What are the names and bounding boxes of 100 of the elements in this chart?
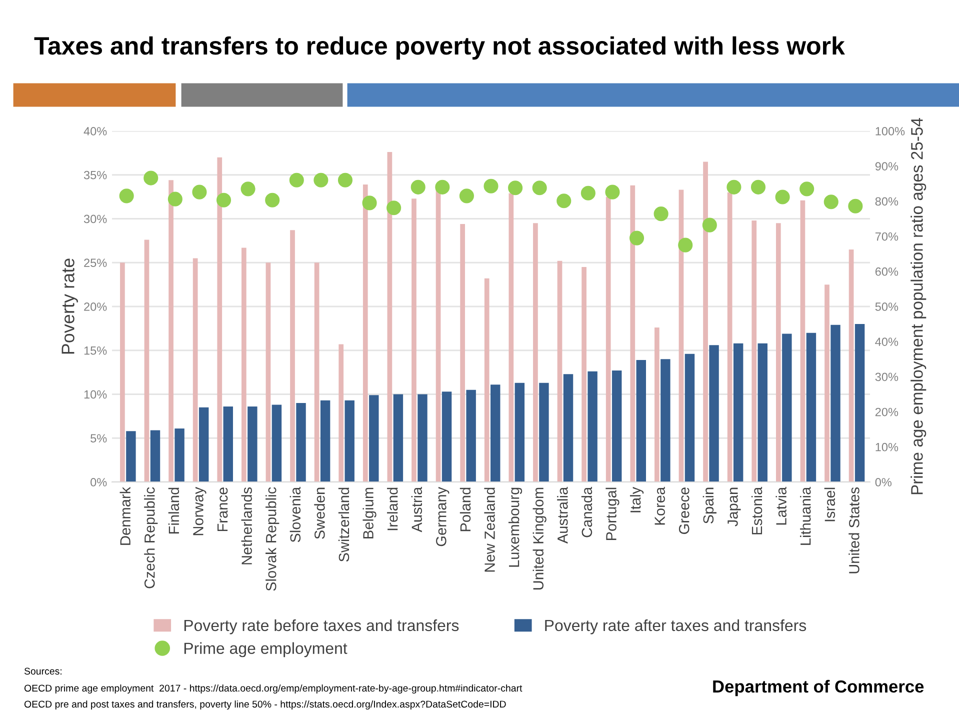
bar <box>344 400 354 482</box>
y2-tick-label: 20% <box>875 408 898 416</box>
point <box>362 196 377 210</box>
bar <box>776 223 781 482</box>
y2-tick-label: 0% <box>875 478 892 486</box>
bar <box>362 184 368 482</box>
bar <box>126 431 136 482</box>
bar <box>290 230 295 482</box>
y-tick-label: 35% <box>84 170 107 180</box>
x-tick-label: Finland <box>168 488 180 534</box>
bar <box>266 262 271 482</box>
point <box>265 192 280 208</box>
y2-tick-label: 10% <box>876 442 898 452</box>
bar <box>806 332 816 482</box>
chart-title: Taxes and transfers to reduce poverty not associated with less work <box>34 36 845 60</box>
x-tick-label: Australia <box>557 486 568 544</box>
y2-tick-label: 50% <box>875 302 898 311</box>
text: OECD prime age employment 2017 - https://data.oecd.org/emp/employment-rate-by-age-group.htm#indicator-chart <box>24 684 522 694</box>
x-tick-label: France <box>217 488 228 532</box>
bar <box>533 223 538 482</box>
y2-tick-label: 90% <box>875 162 898 170</box>
x-tick-label: Greece <box>678 488 690 534</box>
y2-tick-label: 100% <box>876 127 905 136</box>
point <box>824 194 838 210</box>
text: Department of Commerce <box>713 680 924 696</box>
y-tick-label: 40% <box>84 127 107 136</box>
point <box>580 186 596 200</box>
x-tick-label: Canada <box>581 486 592 538</box>
bar <box>854 324 865 482</box>
bar <box>241 248 246 482</box>
point <box>848 198 863 214</box>
bar <box>582 267 586 482</box>
x-tick-label: Slovenia <box>290 486 301 542</box>
bar <box>223 406 233 482</box>
bar <box>752 220 757 482</box>
bar <box>733 343 744 482</box>
x-tick-label: Poland <box>460 488 471 532</box>
bar <box>557 260 562 482</box>
point <box>750 180 766 194</box>
bar <box>782 334 792 482</box>
point <box>629 230 644 246</box>
bar <box>709 345 719 482</box>
bar <box>612 370 622 482</box>
bar <box>192 258 198 482</box>
bar <box>484 278 490 482</box>
x-tick-label: Netherlands <box>241 487 252 564</box>
point <box>775 190 790 204</box>
bar <box>320 400 330 482</box>
point <box>386 200 402 216</box>
bar <box>727 192 732 482</box>
x-tick-label: Denmark <box>120 486 130 545</box>
bar <box>490 384 500 482</box>
bar <box>508 193 514 482</box>
y-tick-label: 30% <box>84 214 107 224</box>
point <box>556 194 572 208</box>
x-tick-label: Norway <box>193 486 206 536</box>
point <box>289 172 304 188</box>
bar <box>539 382 549 482</box>
point <box>314 172 328 188</box>
y2-tick-label: 60% <box>875 267 898 276</box>
x-tick-label: Germany <box>436 486 450 546</box>
bar <box>703 162 708 482</box>
x-tick-label: Ireland <box>387 488 398 530</box>
x-tick-label: Latvia <box>776 486 786 525</box>
bar <box>824 284 830 482</box>
bar <box>248 406 258 482</box>
bar <box>168 180 174 482</box>
y2-tick-label: 70% <box>875 232 898 241</box>
bar <box>198 407 209 482</box>
y2-axis-title: Prime age employment population ratio ages 25-54 <box>910 118 926 494</box>
point <box>484 178 498 194</box>
x-tick-label: Estonia <box>751 486 762 534</box>
point <box>216 192 232 208</box>
bar <box>848 249 854 482</box>
y2-tick-label: 30% <box>875 372 898 382</box>
x-tick-label: Luxembourg <box>508 488 522 567</box>
point <box>168 192 182 206</box>
bar <box>684 354 695 482</box>
bar <box>120 262 125 482</box>
point <box>410 180 426 194</box>
point <box>702 218 717 232</box>
x-tick-label: Italy <box>630 486 644 512</box>
x-tick-label: Spain <box>702 488 716 524</box>
point <box>240 182 256 196</box>
point <box>532 180 547 196</box>
bar <box>588 371 598 482</box>
bar <box>466 390 476 482</box>
bar <box>660 359 670 482</box>
bar <box>393 394 404 482</box>
text: OECD pre and post taxes and transfers, poverty line 50% - https://stats.oecd.org/Index.aspx?DataSetCode=IDD <box>24 700 506 710</box>
bar <box>314 262 320 482</box>
point <box>459 188 474 204</box>
bar <box>296 403 306 482</box>
x-tick-label: Belgium <box>362 488 376 538</box>
point <box>800 182 814 196</box>
point <box>726 180 742 194</box>
bar <box>174 428 184 482</box>
bar <box>460 224 466 482</box>
bar <box>150 430 160 482</box>
legend-label: Poverty rate before taxes and transfers <box>184 619 459 634</box>
